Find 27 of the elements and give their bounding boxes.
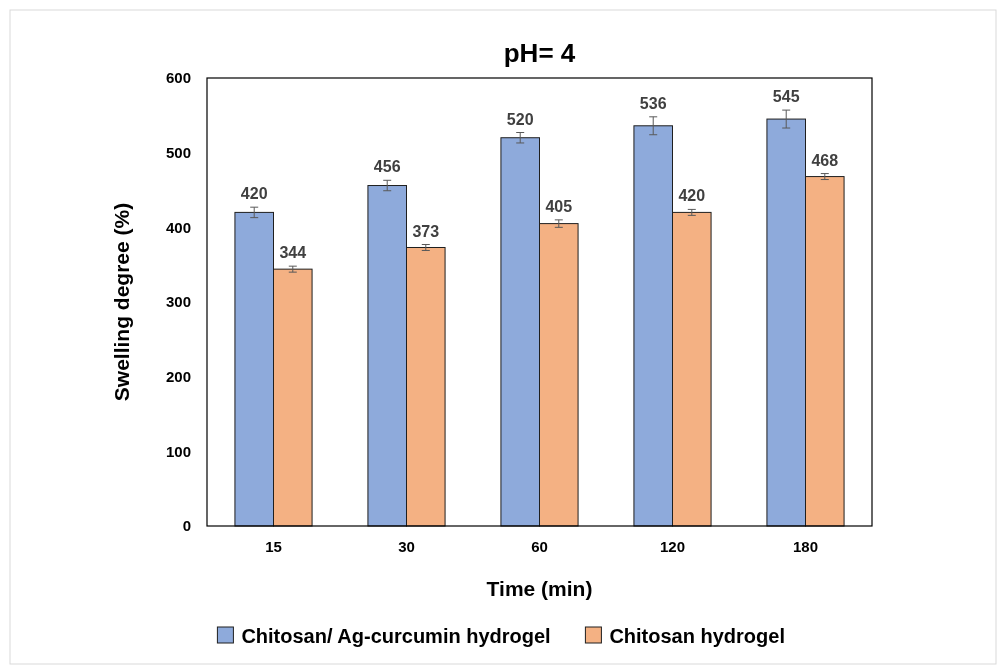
data-label: 373 (412, 222, 440, 240)
data-label: 536 (639, 94, 667, 112)
data-label: 545 (772, 88, 800, 106)
x-tick-label: 180 (792, 538, 819, 555)
y-tick-label: 500 (165, 143, 191, 161)
y-tick-label: 200 (165, 367, 191, 385)
data-label: 420 (678, 187, 706, 205)
y-axis-title: Swelling degree (%) (110, 202, 133, 402)
x-tick-label: 120 (659, 538, 686, 555)
data-label: 420 (240, 185, 268, 203)
data-label: 468 (811, 151, 839, 169)
x-axis-title: Time (min) (486, 577, 593, 600)
y-tick-label: 100 (165, 442, 191, 460)
legend-label: Chitosan hydrogel (609, 625, 785, 647)
data-label: 456 (373, 158, 401, 176)
y-tick-label: 300 (165, 293, 191, 311)
y-tick-label: 400 (165, 218, 191, 236)
x-tick-label: 60 (531, 538, 548, 555)
chart-title: pH= 4 (503, 38, 576, 68)
legend-label: Chitosan/ Ag-curcumin hydrogel (241, 625, 551, 647)
x-tick-label: 15 (265, 538, 282, 555)
x-tick-label: 30 (398, 538, 415, 555)
data-label: 520 (506, 110, 534, 128)
y-tick-label: 0 (182, 517, 191, 535)
data-label: 405 (545, 197, 573, 215)
data-label: 344 (279, 244, 307, 262)
y-tick-label: 600 (165, 69, 191, 87)
